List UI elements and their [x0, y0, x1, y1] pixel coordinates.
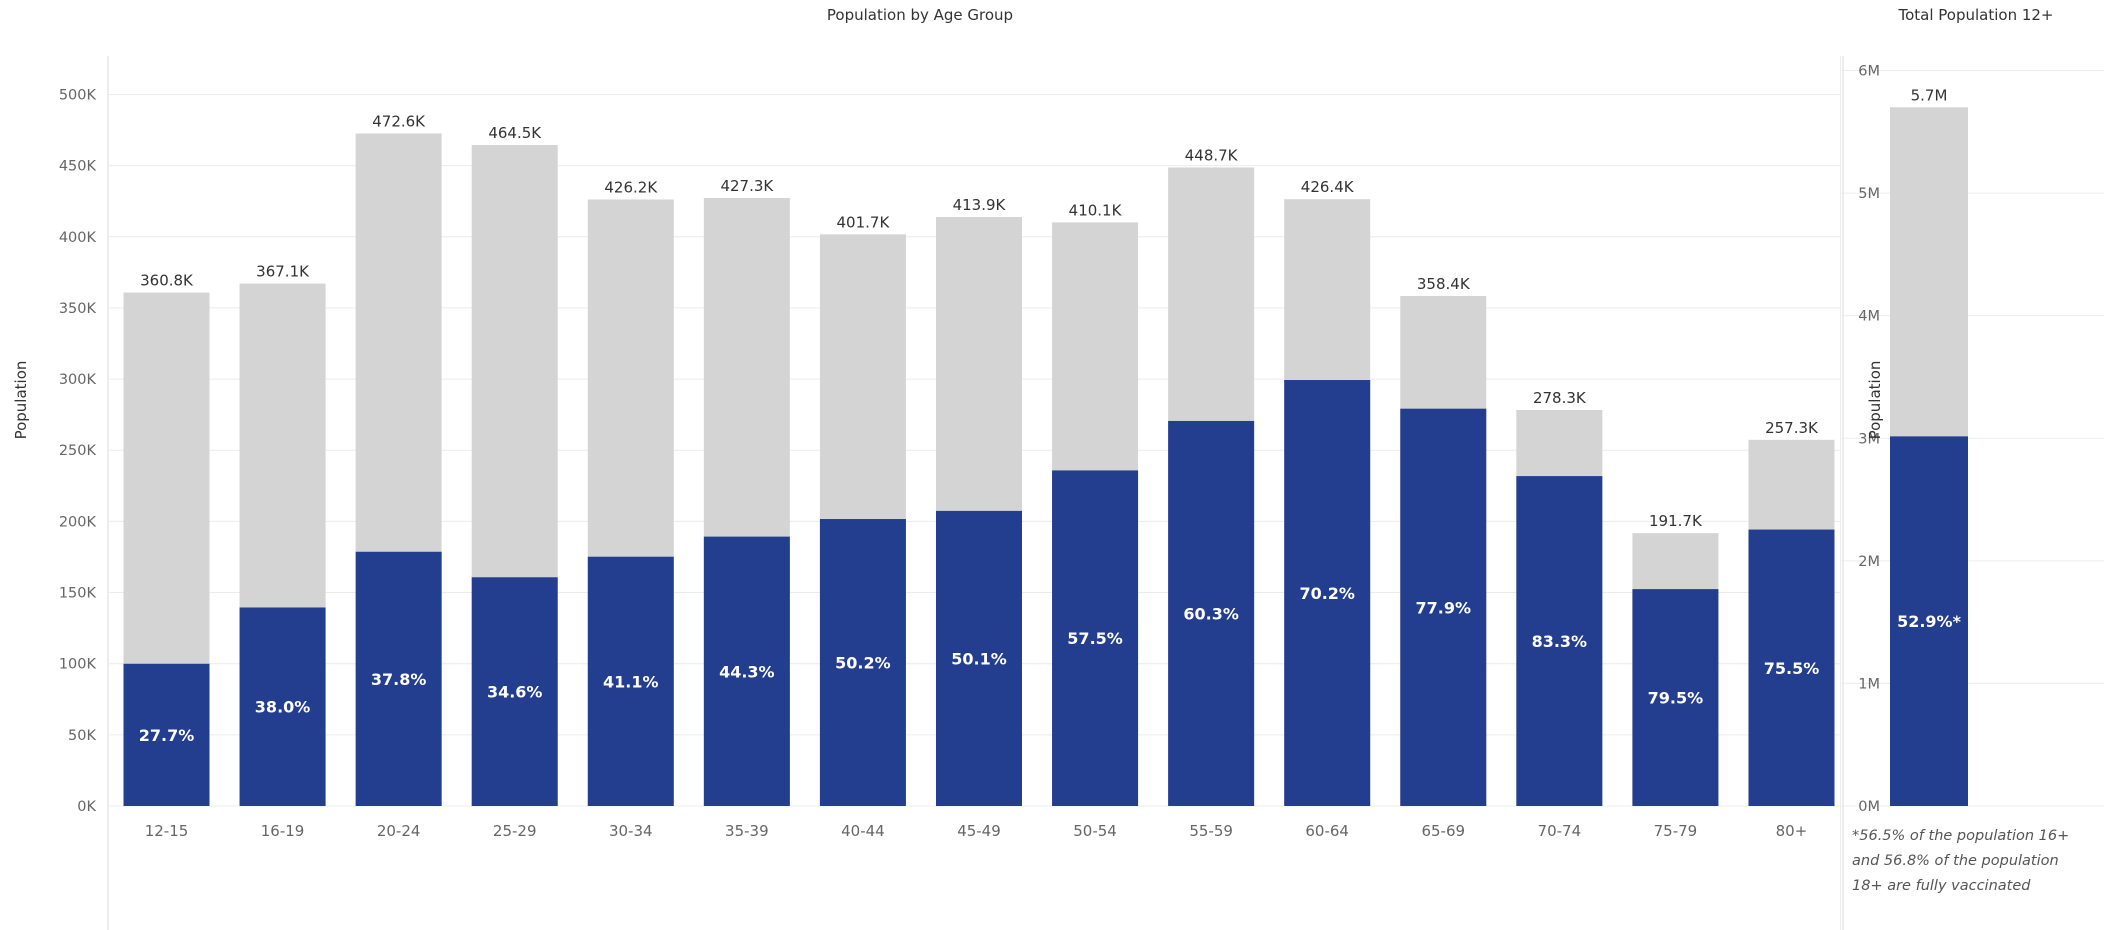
y-tick-label: 250K [59, 443, 97, 459]
y-tick-label: 4M [1858, 309, 1880, 325]
percent-data-label: 77.9% [1416, 598, 1472, 617]
age-group-bar-chart: 0K 50K 100K 150K 200K 250K 300K 350K 400K 450K 500… [12, 56, 1840, 930]
total-data-label: 413.9K [953, 196, 1007, 214]
percent-data-label: 27.7% [139, 726, 195, 745]
bar-vaccinated [355, 551, 442, 806]
x-tick-label: 30-34 [609, 822, 653, 840]
y-tick-label: 200K [59, 514, 97, 530]
y-tick-label: 5M [1858, 186, 1880, 202]
y-tick-label: 500K [59, 87, 97, 103]
total-data-label: 191.7K [1649, 512, 1703, 530]
bar-vaccinated [239, 607, 326, 806]
bar-vaccinated [1168, 420, 1255, 806]
x-tick-label: 70-74 [1538, 822, 1582, 840]
y-tick-label: 50K [68, 728, 96, 744]
y-tick-label: 1M [1858, 676, 1880, 692]
x-tick-label: 40-44 [841, 822, 885, 840]
percent-data-label: 37.8% [371, 670, 427, 689]
y-tick-label: 6M [1858, 64, 1880, 80]
vaccination-footnote: *56.5% of the population 16+ and 56.8% o… [1852, 828, 2070, 894]
y-axis-label: Population [1866, 361, 1884, 440]
percent-data-label: 34.6% [487, 683, 543, 702]
x-tick-label: 35-39 [725, 822, 769, 840]
percent-data-label: 83.3% [1532, 632, 1588, 651]
total-data-label: 358.4K [1417, 275, 1471, 293]
chart-title-total: Total Population 12+ [1898, 6, 2054, 24]
bar-vaccinated [1748, 529, 1835, 806]
total-data-label: 426.4K [1301, 178, 1355, 196]
y-tick-label: 150K [59, 586, 97, 602]
bar-vaccinated [1284, 380, 1371, 806]
bar-vaccinated [471, 577, 558, 806]
x-tick-label: 50-54 [1073, 822, 1117, 840]
x-tick-label: 60-64 [1305, 822, 1349, 840]
percent-data-label: 75.5% [1764, 659, 1820, 678]
y-axis-label: Population [12, 361, 30, 440]
percent-data-label: 79.5% [1648, 689, 1704, 708]
x-tick-label: 55-59 [1189, 822, 1233, 840]
x-tick-label: 12-15 [145, 822, 189, 840]
bar-vaccinated [819, 519, 906, 806]
total-data-label: 360.8K [140, 272, 194, 290]
x-tick-label: 80+ [1776, 822, 1808, 840]
percent-data-label: 57.5% [1067, 629, 1123, 648]
y-tick-label: 400K [59, 230, 97, 246]
y-tick-label: 0M [1858, 799, 1880, 815]
total-data-label: 472.6K [372, 112, 426, 130]
bar-vaccinated [935, 510, 1022, 806]
total-data-label: 257.3K [1765, 419, 1819, 437]
total-data-label: 5.7M [1911, 86, 1948, 104]
x-tick-label: 75-79 [1654, 822, 1698, 840]
y-tick-label: 3M [1858, 431, 1880, 447]
y-tick-label: 0K [77, 799, 96, 815]
total-data-label: 464.5K [488, 124, 542, 142]
y-tick-label: 2M [1858, 554, 1880, 570]
total-data-label: 367.1K [256, 263, 310, 281]
total-population-bar-chart: 0M 1M 2M 3M 4M 5M 6M Population 5.7M 52.9%* [1840, 56, 2104, 930]
y-tick-label: 450K [59, 159, 97, 175]
percent-data-label: 70.2% [1299, 584, 1355, 603]
x-tick-label: 16-19 [261, 822, 305, 840]
percent-data-label: 44.3% [719, 662, 775, 681]
bar-vaccinated [1632, 589, 1719, 806]
percent-data-label: 50.2% [835, 654, 891, 673]
bar-vaccinated [1400, 408, 1487, 806]
x-tick-label: 25-29 [493, 822, 537, 840]
total-data-label: 448.7K [1185, 146, 1239, 164]
bar-vaccinated [1890, 436, 1968, 806]
percent-data-label: 52.9%* [1897, 612, 1962, 631]
x-tick-label: 65-69 [1421, 822, 1465, 840]
bar-vaccinated [703, 536, 790, 806]
bar-vaccinated [1052, 470, 1139, 806]
percent-data-label: 50.1% [951, 649, 1007, 668]
total-data-label: 401.7K [837, 213, 891, 231]
bar-vaccinated [1516, 476, 1603, 806]
x-tick-label: 20-24 [377, 822, 421, 840]
x-tick-label: 45-49 [957, 822, 1001, 840]
total-data-label: 278.3K [1533, 389, 1587, 407]
y-tick-label: 350K [59, 301, 97, 317]
total-data-label: 426.2K [604, 178, 658, 196]
bar-vaccinated [123, 663, 210, 806]
total-data-label: 427.3K [720, 177, 774, 195]
percent-data-label: 41.1% [603, 672, 659, 691]
chart-title-age-group: Population by Age Group [826, 6, 1014, 24]
y-tick-label: 300K [59, 372, 97, 388]
bar-vaccinated [587, 556, 674, 806]
percent-data-label: 60.3% [1183, 604, 1239, 623]
total-data-label: 410.1K [1069, 201, 1123, 219]
y-tick-label: 100K [59, 657, 97, 673]
percent-data-label: 38.0% [255, 698, 311, 717]
